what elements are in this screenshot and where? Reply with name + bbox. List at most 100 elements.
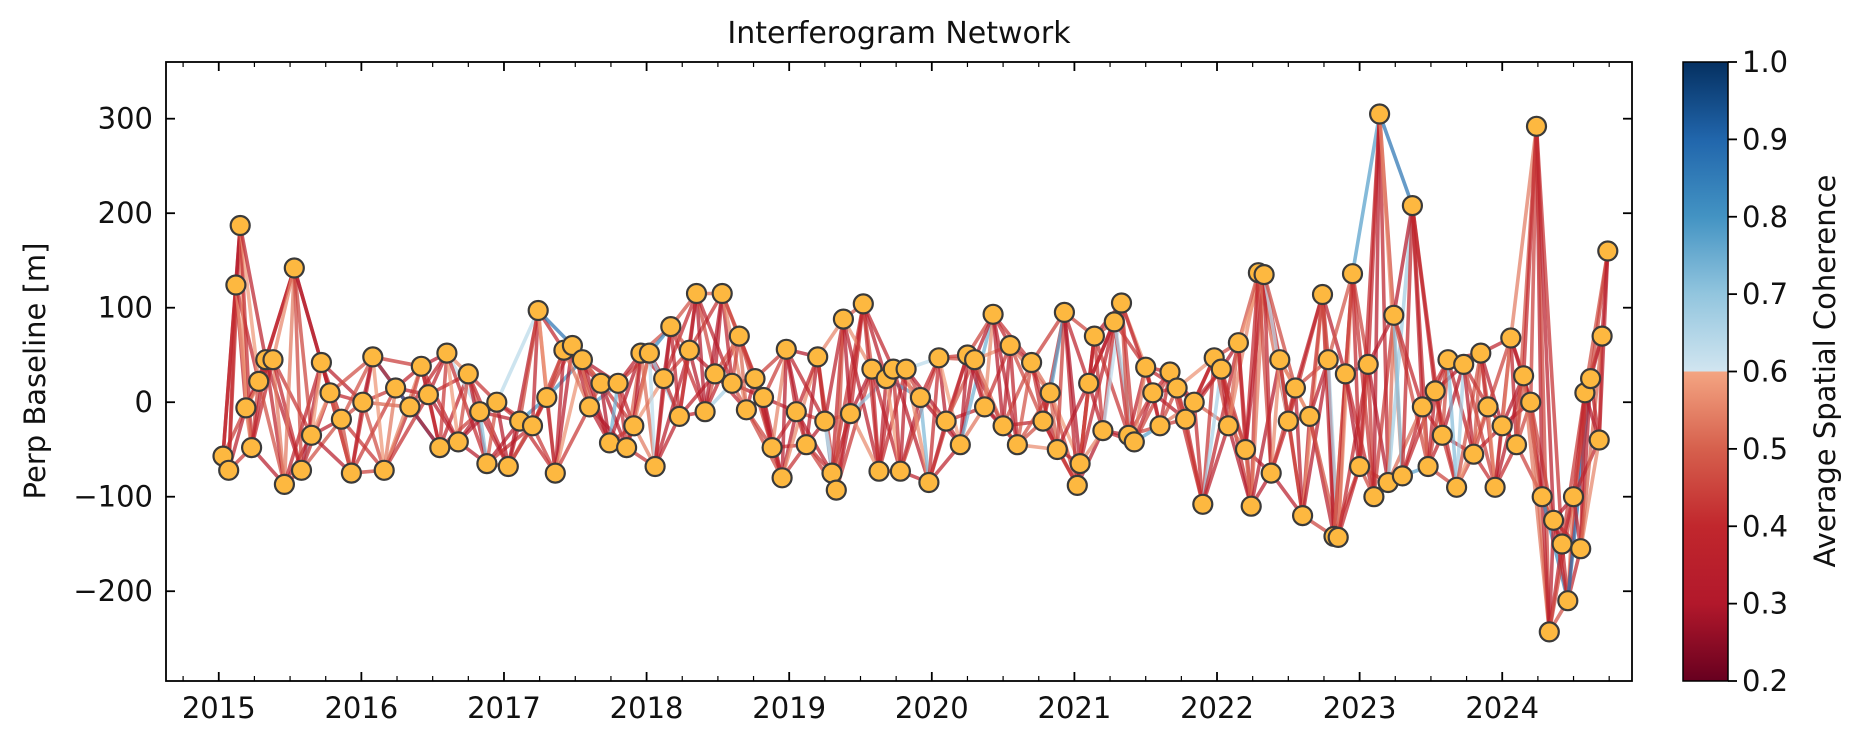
acquisition-point (1317, 349, 1339, 371)
interferogram-pair-line (1461, 362, 1476, 457)
colorbar-tick-label: 0.9 (1742, 122, 1788, 156)
acquisition-point (678, 339, 701, 361)
acquisition-point (973, 396, 996, 418)
interferogram-pair-line (653, 348, 692, 469)
acquisition-point (1348, 455, 1371, 478)
acquisition-point (340, 462, 362, 484)
interferogram-pair-line (530, 308, 541, 428)
interferogram-pair-line (918, 395, 931, 485)
acquisition-point (273, 473, 295, 495)
acquisition-point (825, 479, 847, 501)
colorbar-tick-label: 0.5 (1742, 432, 1788, 466)
interferogram-pair-line (238, 223, 268, 362)
interferogram-pair-line (370, 355, 387, 473)
colorbar-ticks: 0.2 0.3 0.4 0.5 0.6 0.7 0.8 0.9 1.0 (1728, 45, 1788, 698)
acquisition-point (218, 459, 240, 481)
interferogram-pair-line (647, 351, 657, 469)
interferogram-pair-line (339, 355, 375, 422)
interferogram-pair-line (1350, 271, 1362, 469)
interferogram-pair-line (1377, 112, 1390, 485)
interferogram-pair-line (1001, 360, 1034, 428)
interferogram-pair-line (494, 400, 511, 469)
acquisition-point (839, 403, 862, 425)
interferogram-pair-line (1392, 313, 1405, 478)
interferogram-pair-line (1269, 357, 1282, 475)
acquisition-point (417, 384, 439, 406)
interferogram-pair-line (271, 357, 314, 438)
interferogram-pair-line (1461, 362, 1497, 490)
interferogram-pair-line (1226, 423, 1253, 509)
acquisition-point (1020, 351, 1043, 374)
acquisition-point (352, 391, 374, 413)
interferogram-pair-line (382, 392, 431, 473)
acquisition-point (283, 257, 305, 279)
acquisition-point (1142, 382, 1164, 404)
acquisition-point (1135, 356, 1157, 378)
acquisition-point (1311, 283, 1334, 306)
colorbar-tick-label: 0.2 (1742, 664, 1788, 698)
y-tick-label: −100 (73, 480, 153, 514)
acquisition-point (785, 401, 807, 423)
acquisition-point (918, 471, 940, 494)
interferogram-pair-line (1015, 360, 1034, 447)
acquisition-point (1183, 391, 1205, 413)
acquisition-point (1591, 325, 1613, 347)
acquisition-points (212, 103, 1619, 643)
interferogram-pair-line (553, 405, 592, 475)
interferogram-pair-line (848, 302, 866, 416)
x-tick-label: 2018 (610, 691, 684, 725)
acquisition-point (852, 293, 874, 315)
colorbar: 0.2 0.3 0.4 0.5 0.6 0.7 0.8 0.9 1.0 Average Spat… (1682, 45, 1842, 698)
interferogram-pair-line (804, 355, 820, 447)
acquisition-point (1234, 438, 1257, 461)
acquisition-point (1103, 311, 1125, 333)
interferogram-pair-line (339, 417, 387, 473)
acquisition-point (668, 405, 691, 427)
interferogram-pair-line (822, 317, 846, 423)
interferogram-pair-line (1262, 272, 1298, 390)
interferogram-pair-line (904, 367, 931, 485)
acquisition-point (1240, 495, 1262, 517)
interferogram-pair-line (982, 312, 995, 409)
interferogram-pair-line (271, 357, 287, 487)
acquisition-point (1484, 476, 1506, 498)
acquisition-point (1579, 368, 1602, 390)
acquisition-point (310, 351, 332, 374)
acquisition-point (235, 397, 257, 419)
interferogram-pair-line (898, 367, 908, 474)
acquisition-point (319, 382, 341, 404)
interferogram-pair-line (1454, 362, 1466, 490)
interferogram-pair-line (1372, 313, 1396, 499)
acquisition-point (1066, 474, 1088, 496)
acquisition-point (1463, 443, 1485, 465)
acquisition-point (1210, 358, 1232, 380)
interferogram-pair-line (517, 308, 541, 423)
acquisition-point (457, 363, 479, 385)
acquisition-point (373, 459, 395, 481)
acquisition-point (527, 299, 549, 322)
interferogram-pair-line (282, 266, 297, 487)
acquisition-point (1341, 263, 1364, 285)
interferogram-pair-line (382, 386, 398, 473)
interferogram-pair-line (944, 357, 977, 423)
acquisition-point (571, 349, 594, 371)
x-tick-label: 2016 (324, 691, 398, 725)
x-tick-label: 2022 (1180, 691, 1254, 725)
acquisition-point (653, 368, 675, 390)
acquisition-point (1092, 420, 1114, 442)
acquisition-point (1006, 434, 1029, 456)
acquisition-point (1291, 504, 1314, 527)
acquisition-point (775, 338, 797, 360)
acquisition-point (868, 460, 890, 482)
y-tick-label: 300 (98, 102, 153, 136)
acquisition-point (889, 460, 912, 482)
acquisition-point (1277, 410, 1299, 432)
interferogram-pair-line (1092, 334, 1131, 438)
plot-area: 2015 2016 2017 2018 2019 2020 2021 2022 2023 2024… (73, 61, 1633, 725)
interferogram-pair-line (1509, 336, 1519, 447)
acquisition-point (1531, 486, 1553, 508)
interferogram-pair-line (1249, 357, 1282, 509)
acquisition-point (385, 377, 407, 399)
interferogram-pair-line (544, 395, 558, 475)
acquisition-point (476, 453, 498, 475)
